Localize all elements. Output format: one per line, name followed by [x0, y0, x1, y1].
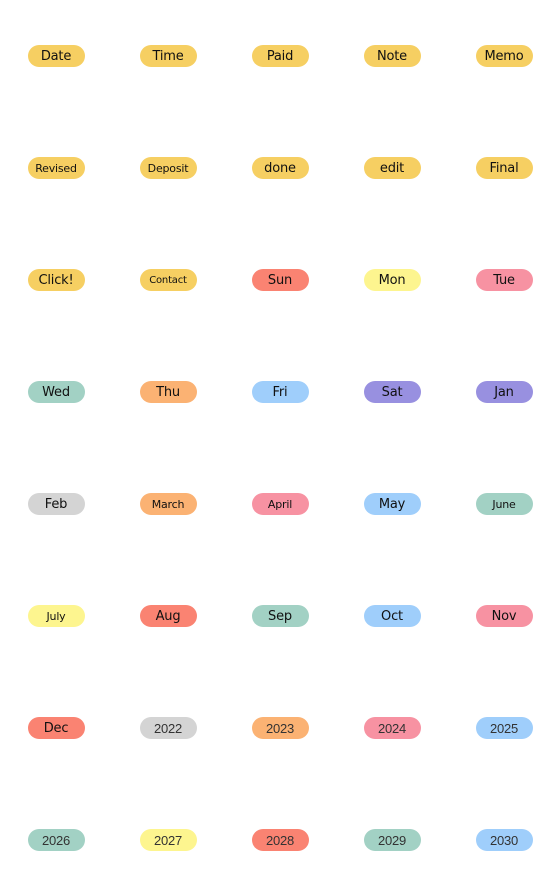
sticker-cell: Mon	[336, 224, 448, 336]
sticker-2030[interactable]: 2030	[475, 829, 533, 851]
sticker-cell: Tue	[448, 224, 560, 336]
sticker-2028[interactable]: 2028	[251, 829, 309, 851]
sticker-wed[interactable]: Wed	[27, 381, 85, 403]
sticker-cell: Fri	[224, 336, 336, 448]
sticker-march[interactable]: March	[139, 493, 197, 515]
sticker-cell: April	[224, 448, 336, 560]
sticker-cell: March	[112, 448, 224, 560]
sticker-cell: Time	[112, 0, 224, 112]
sticker-cell: edit	[336, 112, 448, 224]
sticker-cell: Revised	[0, 112, 112, 224]
sticker-cell: Nov	[448, 560, 560, 672]
sticker-dec[interactable]: Dec	[27, 717, 85, 739]
sticker-2022[interactable]: 2022	[139, 717, 197, 739]
sticker-2023[interactable]: 2023	[251, 717, 309, 739]
sticker-cell: Thu	[112, 336, 224, 448]
sticker-edit[interactable]: edit	[363, 157, 421, 179]
sticker-cell: Sep	[224, 560, 336, 672]
sticker-nov[interactable]: Nov	[475, 605, 533, 627]
sticker-jan[interactable]: Jan	[475, 381, 533, 403]
sticker-cell: May	[336, 448, 448, 560]
sticker-cell: 2023	[224, 672, 336, 784]
sticker-final[interactable]: Final	[475, 157, 533, 179]
sticker-cell: Click!	[0, 224, 112, 336]
sticker-aug[interactable]: Aug	[139, 605, 197, 627]
sticker-cell: Contact	[112, 224, 224, 336]
sticker-2029[interactable]: 2029	[363, 829, 421, 851]
sticker-cell: June	[448, 448, 560, 560]
sticker-2026[interactable]: 2026	[27, 829, 85, 851]
sticker-cell: 2025	[448, 672, 560, 784]
sticker-cell: Aug	[112, 560, 224, 672]
sticker-sat[interactable]: Sat	[363, 381, 421, 403]
sticker-sep[interactable]: Sep	[251, 605, 309, 627]
sticker-oct[interactable]: Oct	[363, 605, 421, 627]
sticker-time[interactable]: Time	[139, 45, 197, 67]
sticker-tue[interactable]: Tue	[475, 269, 533, 291]
sticker-cell: Oct	[336, 560, 448, 672]
sticker-june[interactable]: June	[475, 493, 533, 515]
sticker-cell: 2022	[112, 672, 224, 784]
sticker-cell: Memo	[448, 0, 560, 112]
sticker-cell: Deposit	[112, 112, 224, 224]
sticker-may[interactable]: May	[363, 493, 421, 515]
sticker-done[interactable]: done	[251, 157, 309, 179]
sticker-cell: Dec	[0, 672, 112, 784]
sticker-revised[interactable]: Revised	[27, 157, 85, 179]
sticker-deposit[interactable]: Deposit	[139, 157, 197, 179]
sticker-cell: Feb	[0, 448, 112, 560]
sticker-cell: 2029	[336, 784, 448, 896]
sticker-cell: done	[224, 112, 336, 224]
sticker-fri[interactable]: Fri	[251, 381, 309, 403]
sticker-cell: Note	[336, 0, 448, 112]
sticker-memo[interactable]: Memo	[475, 45, 533, 67]
sticker-cell: 2027	[112, 784, 224, 896]
sticker-cell: Wed	[0, 336, 112, 448]
sticker-cell: Date	[0, 0, 112, 112]
sticker-cell: 2024	[336, 672, 448, 784]
sticker-2024[interactable]: 2024	[363, 717, 421, 739]
sticker-cell: Final	[448, 112, 560, 224]
sticker-cell: July	[0, 560, 112, 672]
sticker-2025[interactable]: 2025	[475, 717, 533, 739]
sticker-july[interactable]: July	[27, 605, 85, 627]
sticker-cell: 2028	[224, 784, 336, 896]
sticker-thu[interactable]: Thu	[139, 381, 197, 403]
sticker-cell: Jan	[448, 336, 560, 448]
sticker-date[interactable]: Date	[27, 45, 85, 67]
sticker-cell: 2026	[0, 784, 112, 896]
sticker-cell: Paid	[224, 0, 336, 112]
sticker-click[interactable]: Click!	[27, 269, 85, 291]
sticker-cell: Sat	[336, 336, 448, 448]
sticker-2027[interactable]: 2027	[139, 829, 197, 851]
sticker-paid[interactable]: Paid	[251, 45, 309, 67]
sticker-april[interactable]: April	[251, 493, 309, 515]
sticker-mon[interactable]: Mon	[363, 269, 421, 291]
sticker-feb[interactable]: Feb	[27, 493, 85, 515]
sticker-cell: 2030	[448, 784, 560, 896]
sticker-contact[interactable]: Contact	[139, 269, 197, 291]
sticker-note[interactable]: Note	[363, 45, 421, 67]
sticker-sun[interactable]: Sun	[251, 269, 309, 291]
sticker-cell: Sun	[224, 224, 336, 336]
